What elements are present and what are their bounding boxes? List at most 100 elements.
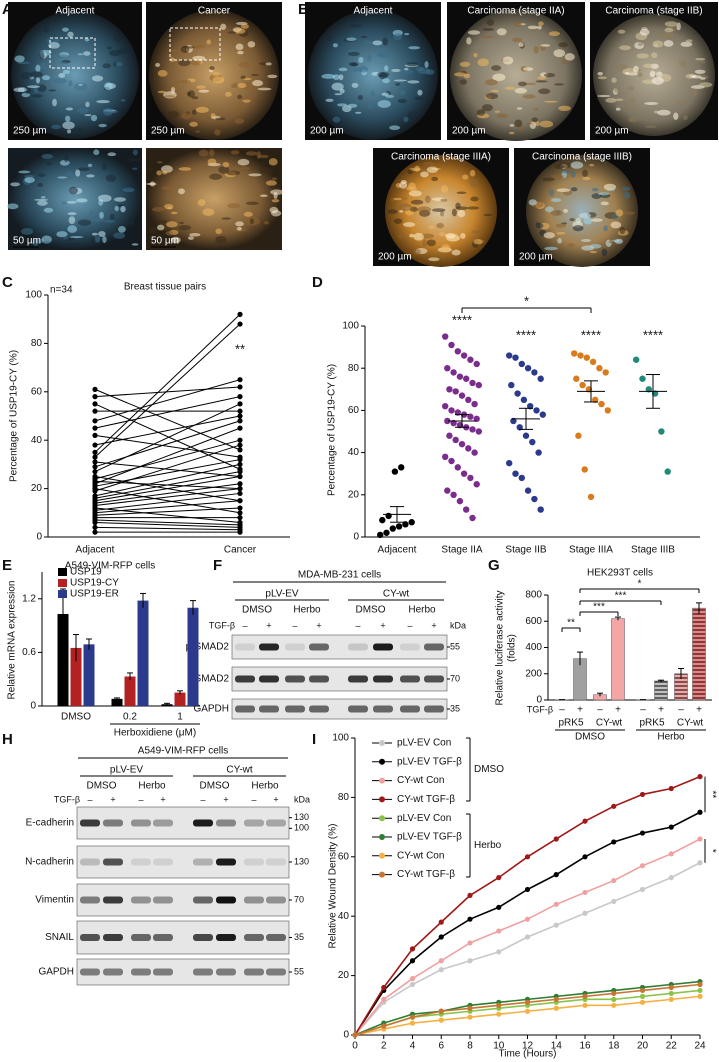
tissue-texture xyxy=(37,173,46,177)
tissue-texture xyxy=(548,188,555,197)
point xyxy=(611,996,617,1002)
tissue-texture xyxy=(239,167,251,170)
point xyxy=(697,987,703,994)
y-tick-label: 40 xyxy=(348,447,360,458)
y-tick-label: 80 xyxy=(348,363,360,374)
band xyxy=(103,819,123,827)
band xyxy=(244,896,264,904)
group-label: Herbo xyxy=(474,840,502,851)
pair-point xyxy=(237,321,243,327)
tissue-texture xyxy=(413,96,425,100)
dot xyxy=(446,432,453,439)
tissue-core xyxy=(526,155,638,267)
tissue-texture xyxy=(615,104,628,108)
tissue-texture xyxy=(161,186,174,190)
scale-bar-label: 200 µm xyxy=(519,252,553,263)
tissue-texture xyxy=(65,115,71,122)
pair-line xyxy=(94,500,241,514)
tissue-texture xyxy=(74,127,84,132)
tissue-texture xyxy=(651,77,664,85)
band xyxy=(266,819,286,827)
point xyxy=(668,824,674,830)
tissue-texture xyxy=(91,217,105,222)
band xyxy=(103,934,123,941)
pair-line xyxy=(94,459,241,487)
tissue-texture xyxy=(87,163,93,168)
band xyxy=(266,968,286,976)
tissue-texture xyxy=(512,37,523,42)
bar xyxy=(57,613,69,706)
tissue-texture xyxy=(400,69,414,75)
tissue-texture xyxy=(535,223,544,229)
pair-line xyxy=(94,434,241,458)
tissue-texture xyxy=(346,37,357,41)
dot xyxy=(575,432,582,439)
tissue-texture xyxy=(32,94,43,98)
tissue-texture xyxy=(522,67,534,71)
tissue-texture xyxy=(387,209,398,215)
tissue-texture xyxy=(118,226,126,233)
tissue-texture xyxy=(75,169,81,177)
dot xyxy=(402,521,409,528)
tissue-texture xyxy=(128,158,141,162)
tissue-texture xyxy=(240,75,246,80)
tissue-texture xyxy=(230,150,240,155)
legend-label: CY-wt Con xyxy=(397,850,444,861)
tissue-texture xyxy=(582,169,588,177)
point xyxy=(438,919,444,925)
pair-line xyxy=(94,427,241,485)
row-label: SNAIL xyxy=(45,932,74,943)
tissue-texture xyxy=(569,218,575,222)
chart-title: HEK293T cells xyxy=(587,568,653,579)
tissue-texture xyxy=(358,56,364,64)
image-label: Adjacent xyxy=(56,6,95,17)
band xyxy=(244,968,264,976)
tissue-texture xyxy=(664,27,674,33)
lane-label: – xyxy=(87,794,92,804)
tissue-texture xyxy=(528,199,537,206)
tissue-texture xyxy=(589,163,595,167)
tissue-texture xyxy=(425,69,435,75)
tissue-texture xyxy=(198,149,209,157)
tissue-texture xyxy=(66,101,79,105)
tissue-texture xyxy=(237,158,250,166)
lane-label: – xyxy=(200,794,205,804)
tissue-texture xyxy=(193,44,206,49)
dot xyxy=(531,495,538,503)
tissue-texture xyxy=(685,39,693,43)
tissue-texture xyxy=(621,211,636,215)
row-label: TGF-β xyxy=(527,704,553,714)
panel-letter: C xyxy=(2,274,13,291)
dot xyxy=(458,392,466,399)
band xyxy=(131,934,151,941)
point xyxy=(467,916,473,922)
tissue-texture xyxy=(67,225,78,233)
bar xyxy=(611,618,625,701)
band xyxy=(131,896,151,904)
tissue-texture xyxy=(109,49,121,57)
tissue-texture xyxy=(355,111,362,114)
band xyxy=(348,643,368,651)
dot xyxy=(444,487,451,494)
point xyxy=(639,886,646,893)
tissue-texture xyxy=(90,237,96,244)
tissue-texture xyxy=(676,100,687,105)
tissue-texture xyxy=(393,33,403,41)
tissue-texture xyxy=(394,82,401,86)
dot xyxy=(469,379,476,387)
bar xyxy=(654,680,668,701)
dot xyxy=(577,352,584,359)
tissue-texture xyxy=(152,207,165,212)
tissue-texture xyxy=(558,105,571,111)
point xyxy=(467,892,473,899)
tissue-texture xyxy=(589,250,598,254)
y-tick-label: 20 xyxy=(338,970,350,981)
tissue-texture xyxy=(399,181,408,189)
x-tick-label: 14 xyxy=(551,1041,563,1052)
tissue-texture xyxy=(252,80,264,87)
tissue-texture xyxy=(637,72,643,78)
y-tick-label: 60 xyxy=(31,386,43,397)
tissue-texture xyxy=(271,199,280,203)
x-tick-label: 0.2 xyxy=(123,712,137,723)
tissue-texture xyxy=(77,107,89,114)
